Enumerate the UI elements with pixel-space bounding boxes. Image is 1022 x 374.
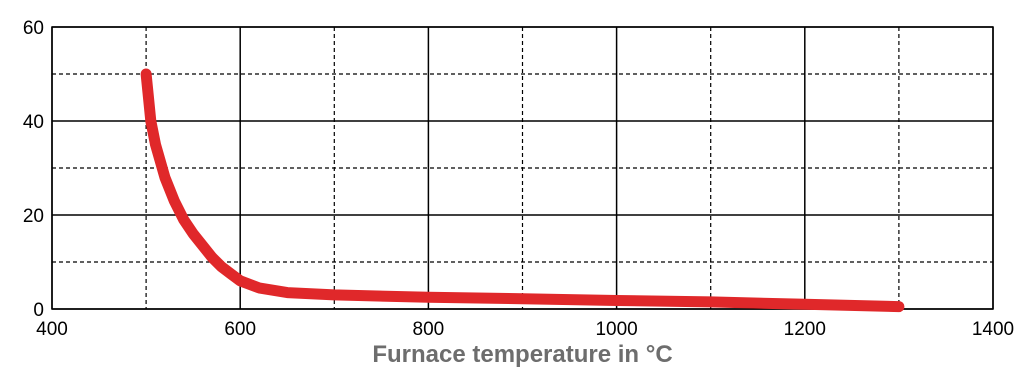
y-tick-label: 40: [23, 112, 44, 133]
plot-frame: [51, 26, 994, 310]
x-tick-labels: 400 600 800 1000 1200 1400: [36, 319, 1014, 340]
y-tick-label: 0: [33, 300, 44, 321]
x-tick-label: 800: [413, 319, 445, 340]
x-tick-label: 1200: [784, 319, 826, 340]
y-tick-label: 20: [23, 206, 44, 227]
x-tick-label: 600: [224, 319, 256, 340]
y-tick-label: 60: [23, 18, 44, 39]
x-axis-title: Furnace temperature in °C: [372, 341, 672, 368]
x-tick-label: 1000: [595, 319, 637, 340]
minor-gridlines: [52, 27, 993, 309]
series-line-0: [140, 68, 905, 313]
x-tick-label: 400: [36, 319, 68, 340]
x-tick-label: 1400: [972, 319, 1014, 340]
y-tick-labels: 0 20 40 60: [23, 18, 44, 321]
series-layer: [140, 68, 905, 313]
